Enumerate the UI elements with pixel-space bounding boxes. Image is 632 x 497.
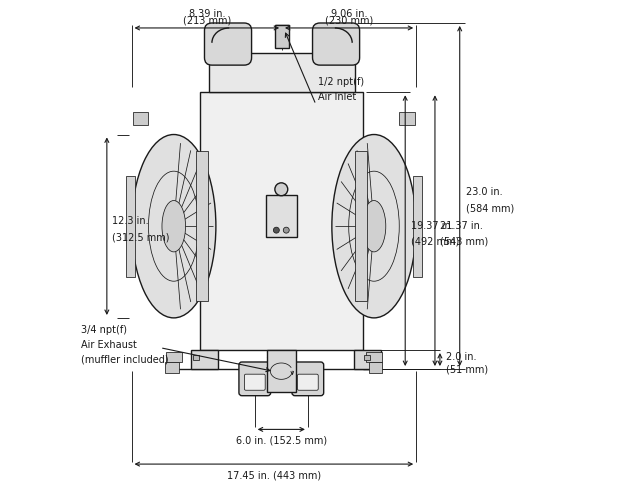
Text: Air Inlet: Air Inlet [319, 92, 356, 102]
Text: 23.0 in.: 23.0 in. [466, 187, 502, 197]
Text: 1/2 npt(f): 1/2 npt(f) [319, 78, 365, 87]
FancyBboxPatch shape [205, 23, 252, 65]
Bar [166, 362, 179, 373]
FancyBboxPatch shape [298, 374, 319, 390]
Text: 12.3 in.: 12.3 in. [112, 216, 149, 226]
FancyBboxPatch shape [292, 362, 324, 396]
Text: (51 mm): (51 mm) [446, 364, 488, 374]
Text: (492 mm): (492 mm) [411, 237, 459, 247]
Bar [166, 351, 181, 362]
Bar [200, 92, 363, 350]
Text: 6.0 in. (152.5 mm): 6.0 in. (152.5 mm) [236, 435, 327, 445]
Ellipse shape [162, 200, 186, 252]
Bar [195, 151, 208, 301]
Ellipse shape [332, 135, 416, 318]
Text: 2.0 in.: 2.0 in. [446, 352, 477, 362]
Text: (584 mm): (584 mm) [466, 203, 514, 213]
Bar [363, 354, 370, 360]
Bar [209, 53, 355, 92]
FancyBboxPatch shape [266, 195, 296, 238]
Bar [366, 351, 382, 362]
Text: (213 mm): (213 mm) [183, 15, 231, 25]
FancyBboxPatch shape [313, 23, 360, 65]
Bar [413, 176, 422, 277]
Bar [355, 151, 367, 301]
Text: 9.06 in.: 9.06 in. [331, 9, 367, 19]
Ellipse shape [362, 200, 386, 252]
Bar [191, 350, 218, 369]
Text: (543 mm): (543 mm) [440, 237, 488, 247]
Text: Air Exhaust: Air Exhaust [81, 340, 137, 350]
Bar [275, 25, 289, 48]
Ellipse shape [131, 135, 216, 318]
Text: 17.45 in. (443 mm): 17.45 in. (443 mm) [227, 470, 321, 480]
Bar [133, 112, 149, 125]
Text: 21.37 in.: 21.37 in. [440, 221, 483, 231]
Bar [126, 176, 135, 277]
Text: (312.5 mm): (312.5 mm) [112, 232, 169, 242]
Text: 19.37 in.: 19.37 in. [411, 221, 454, 231]
Text: 8.39 in.: 8.39 in. [188, 9, 225, 19]
Bar [193, 354, 199, 360]
FancyBboxPatch shape [239, 362, 270, 396]
Circle shape [283, 227, 289, 233]
Text: (230 mm): (230 mm) [325, 15, 374, 25]
Bar [368, 362, 382, 373]
Bar [399, 112, 415, 125]
Text: (muffler included): (muffler included) [81, 355, 168, 365]
Circle shape [274, 227, 279, 233]
Text: 3/4 npt(f): 3/4 npt(f) [81, 325, 126, 335]
Bar [354, 350, 381, 369]
Circle shape [275, 183, 288, 196]
Bar [267, 350, 296, 392]
FancyBboxPatch shape [245, 374, 265, 390]
